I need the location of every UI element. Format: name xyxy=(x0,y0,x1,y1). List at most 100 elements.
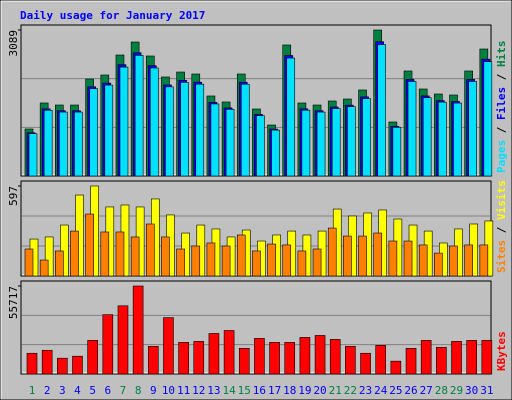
bar xyxy=(360,352,371,375)
bar xyxy=(26,352,38,375)
bar xyxy=(420,340,432,375)
bar xyxy=(347,106,356,177)
bar xyxy=(405,347,417,375)
bar xyxy=(43,109,53,177)
bar xyxy=(358,235,367,277)
bar xyxy=(39,259,49,277)
bar xyxy=(102,314,114,375)
bar xyxy=(392,127,402,177)
x-tick-label: 31 xyxy=(480,384,493,397)
bar xyxy=(390,360,402,375)
bar xyxy=(28,133,38,177)
x-tick-label: 29 xyxy=(450,384,463,397)
x-tick-label: 11 xyxy=(177,384,190,397)
bar xyxy=(44,236,54,277)
x-tick-label: 26 xyxy=(404,384,417,397)
bar xyxy=(297,250,307,277)
y-tick-label: 597 xyxy=(7,186,20,206)
bar xyxy=(453,102,462,177)
x-tick-label: 10 xyxy=(162,384,175,397)
bar xyxy=(343,235,352,277)
legend-entry: Pages xyxy=(495,140,508,173)
bar xyxy=(210,103,220,177)
chart-title: Daily usage for January 2017 xyxy=(20,9,205,22)
x-tick-label: 2 xyxy=(44,384,51,397)
bar xyxy=(206,242,216,277)
bar xyxy=(115,231,125,277)
bar xyxy=(191,245,201,277)
bar xyxy=(269,342,280,375)
bar xyxy=(282,244,292,277)
bar xyxy=(74,111,83,177)
x-tick-label: 22 xyxy=(344,384,357,397)
bar xyxy=(377,44,387,177)
bar xyxy=(132,285,144,375)
bar xyxy=(316,111,326,177)
bar xyxy=(329,339,341,375)
bar xyxy=(468,81,477,177)
x-tick-label: 12 xyxy=(192,384,205,397)
x-tick-label: 3 xyxy=(59,384,66,397)
bar xyxy=(70,230,79,277)
bar xyxy=(254,338,265,375)
bar xyxy=(271,129,280,177)
bar xyxy=(117,305,129,375)
bar xyxy=(149,67,159,177)
bar xyxy=(193,341,205,375)
bar xyxy=(225,109,235,177)
bar xyxy=(221,245,231,277)
legend-entry: Visits xyxy=(495,180,508,220)
bar xyxy=(145,223,155,277)
bar xyxy=(195,83,205,177)
bar xyxy=(55,250,64,277)
x-tick-label: 6 xyxy=(104,384,111,397)
bar xyxy=(59,111,68,177)
x-tick-label: 23 xyxy=(359,384,372,397)
bar xyxy=(60,224,69,277)
bar xyxy=(362,98,371,177)
bar xyxy=(418,244,428,277)
bar xyxy=(130,236,140,277)
legend-entry: KBytes xyxy=(495,331,508,371)
legend-separator: / xyxy=(495,220,508,240)
bar xyxy=(312,248,322,277)
bar xyxy=(165,86,174,177)
bar xyxy=(479,244,489,277)
bar xyxy=(267,243,276,277)
bar xyxy=(299,337,311,375)
bar xyxy=(331,108,341,177)
bar xyxy=(134,55,144,177)
bar xyxy=(388,240,398,277)
bar xyxy=(284,342,296,375)
legend: Pages / Files / Hits xyxy=(495,41,508,174)
x-tick-label: 30 xyxy=(465,384,478,397)
bar xyxy=(483,61,493,177)
bar xyxy=(24,248,34,277)
x-tick-label: 9 xyxy=(150,384,157,397)
bar xyxy=(104,84,114,177)
legend: Sites / Visits xyxy=(495,180,508,273)
bar xyxy=(100,231,110,277)
legend-separator: / xyxy=(495,120,508,140)
bar xyxy=(256,115,265,177)
bar xyxy=(87,340,98,375)
x-tick-label: 8 xyxy=(135,384,142,397)
x-tick-label: 15 xyxy=(238,384,251,397)
bar xyxy=(72,355,83,375)
x-tick-label: 19 xyxy=(298,384,311,397)
bar xyxy=(451,341,462,375)
bar xyxy=(434,252,443,277)
x-tick-label: 14 xyxy=(222,384,236,397)
bar xyxy=(238,347,250,375)
bar xyxy=(345,346,356,375)
x-tick-label: 4 xyxy=(74,384,81,397)
x-tick-label: 24 xyxy=(374,384,388,397)
x-tick-label: 5 xyxy=(89,384,96,397)
bar xyxy=(85,213,94,277)
x-tick-label: 13 xyxy=(207,384,220,397)
bar xyxy=(436,347,447,375)
bar xyxy=(449,245,458,277)
bar xyxy=(375,345,387,375)
x-tick-label: 21 xyxy=(329,384,342,397)
